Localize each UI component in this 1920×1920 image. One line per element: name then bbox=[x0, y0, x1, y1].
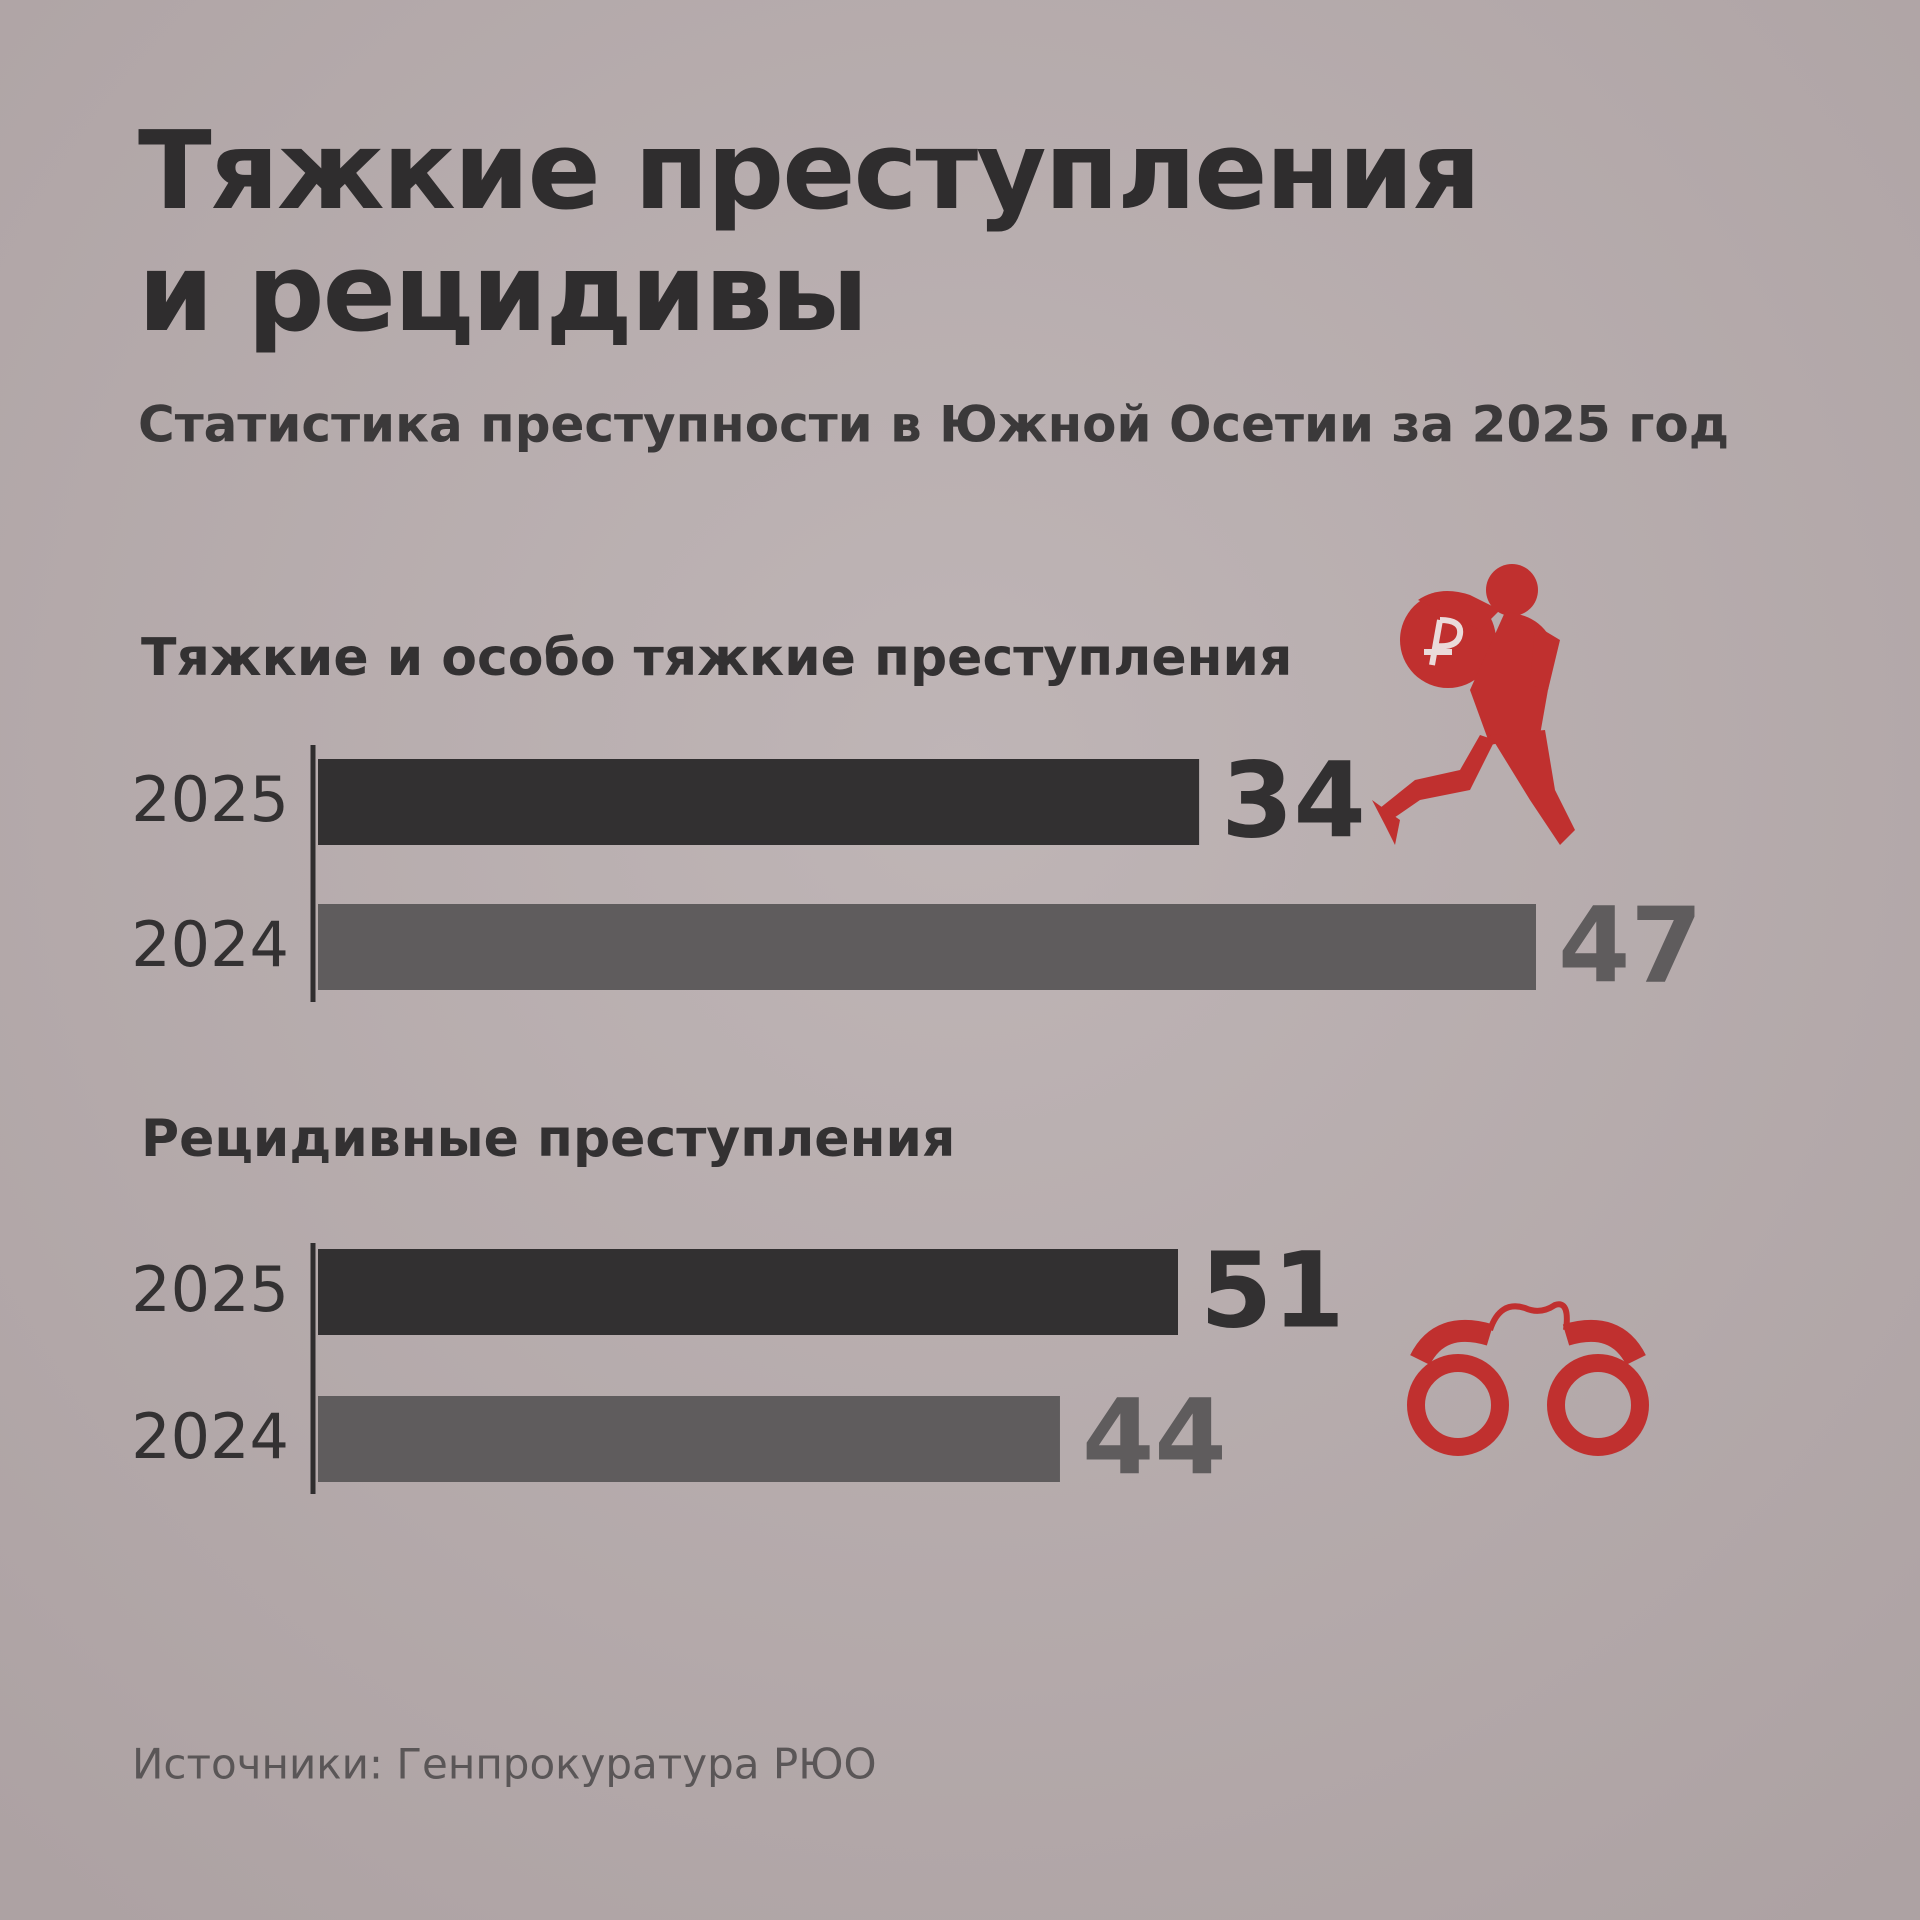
value-label: 47 bbox=[1558, 884, 1703, 1006]
category-label: 2024 bbox=[131, 908, 289, 981]
title-line: Тяжкие преступления bbox=[138, 109, 1479, 234]
value-label: 34 bbox=[1221, 739, 1366, 861]
bar bbox=[318, 759, 1200, 845]
source: Источники: Генпрокуратура РЮО bbox=[132, 1740, 877, 1789]
category-label: 2025 bbox=[131, 1253, 289, 1326]
thief-icon bbox=[1372, 564, 1575, 845]
handcuffs-icon bbox=[1407, 1301, 1649, 1456]
chart-title: Рецидивные преступления bbox=[141, 1109, 955, 1169]
bar bbox=[318, 1249, 1178, 1335]
category-label: 2025 bbox=[131, 763, 289, 836]
category-label: 2024 bbox=[131, 1400, 289, 1473]
chart-title: Тяжкие и особо тяжкие преступления bbox=[141, 628, 1292, 688]
bar bbox=[318, 904, 1536, 990]
bar bbox=[318, 1396, 1060, 1482]
subtitle: Статистика преступности в Южной Осетии з… bbox=[138, 396, 1729, 454]
value-label: 51 bbox=[1200, 1229, 1345, 1351]
value-label: 44 bbox=[1082, 1376, 1227, 1498]
title-line: и рецидивы bbox=[138, 231, 866, 356]
